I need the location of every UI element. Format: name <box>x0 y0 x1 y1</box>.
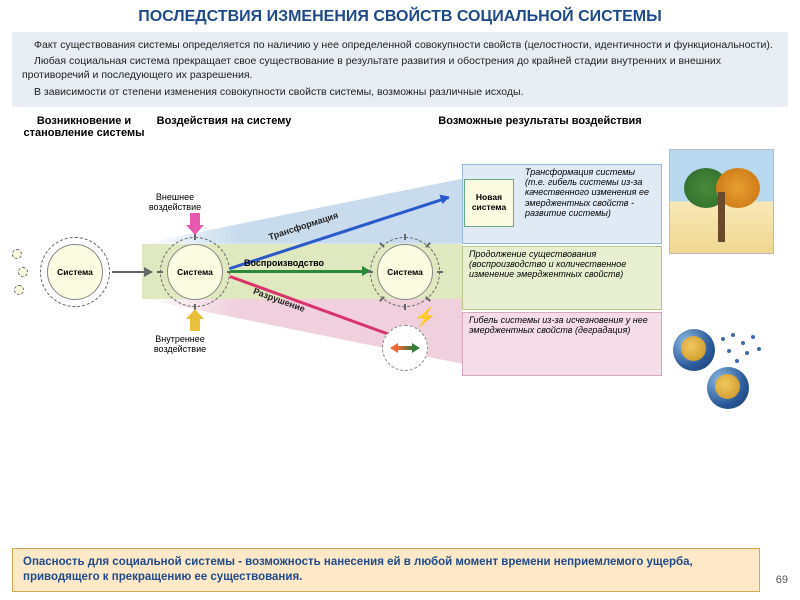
page-number: 69 <box>776 574 788 586</box>
label-external: Внешнее воздействие <box>140 193 210 213</box>
page-title: ПОСЛЕДСТВИЯ ИЗМЕНЕНИЯ СВОЙСТВ СОЦИАЛЬНОЙ… <box>0 0 800 30</box>
col-head-1: Возникновение и становление системы <box>14 115 154 139</box>
node-new-system: Новая система <box>464 179 514 227</box>
spheres-image <box>669 329 774 419</box>
outcome-destroy: Гибель системы из-за исчезновения у нее … <box>462 312 662 376</box>
bolt-icon: ⚡ <box>414 307 436 328</box>
node-emerging: Система <box>40 237 110 307</box>
outcome-reproduce: Продолжение существования (воспроизводст… <box>462 246 662 310</box>
column-headers: Возникновение и становление системы Возд… <box>0 109 800 139</box>
arrow-internal <box>186 309 204 331</box>
path-label-reproduce: Воспроизводство <box>244 258 324 268</box>
emerge-fragment <box>12 249 22 259</box>
emerge-fragment <box>14 285 24 295</box>
node-reproduced: Система <box>370 237 440 307</box>
tree-image <box>669 149 774 254</box>
arrow-emerge <box>112 271 152 273</box>
intro-p3: В зависимости от степени изменения совок… <box>22 85 778 99</box>
outcome-destroy-text: Гибель системы из-за исчезновения у нее … <box>463 313 661 338</box>
outcome-reproduce-text: Продолжение существования (воспроизводст… <box>463 247 661 282</box>
node-reproduced-inner: Система <box>377 244 433 300</box>
col-head-3: Возможные результаты воздействия <box>294 115 786 139</box>
node-center: Система <box>160 237 230 307</box>
node-emerging-inner: Система <box>47 244 103 300</box>
arrow-reproduce <box>230 270 370 273</box>
arrow-external <box>186 213 204 235</box>
col-head-2: Воздействия на систему <box>154 115 294 139</box>
intro-box: Факт существования системы определяется … <box>12 32 788 107</box>
emerge-fragment <box>18 267 28 277</box>
footer-box: Опасность для социальной системы - возмо… <box>12 548 760 592</box>
diagram-area: Система Система Внешнее воздействие Внут… <box>12 139 788 439</box>
double-arrow-icon <box>390 343 420 353</box>
label-internal: Внутреннее воздействие <box>140 335 220 355</box>
intro-p2: Любая социальная система прекращает свое… <box>22 54 778 82</box>
node-center-inner: Система <box>167 244 223 300</box>
intro-p1: Факт существования системы определяется … <box>22 38 778 52</box>
